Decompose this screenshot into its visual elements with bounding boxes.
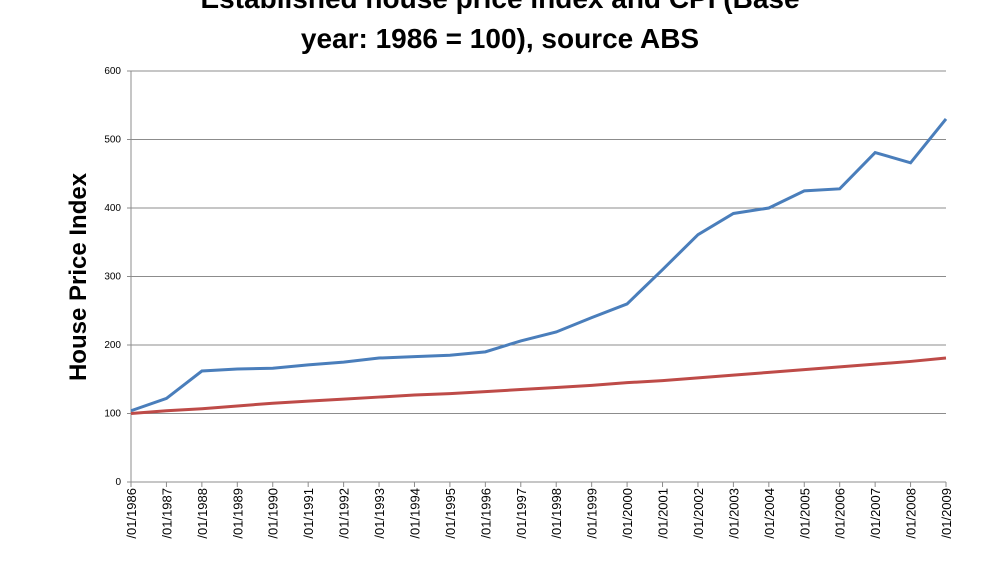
line-series [130,356,947,415]
y-tick-label: 400 [104,203,121,214]
x-tick-label: /01/1998 [549,488,564,539]
x-tick-label: /01/2006 [833,488,848,539]
chart-title: Established house price index and CPI (B… [200,0,799,14]
x-tick-label: /01/1989 [230,488,245,539]
y-axis-label: House Price Index [65,172,92,381]
y-tick-label: 200 [104,340,121,351]
x-tick-label: /01/1995 [443,488,458,539]
x-tick-label: /01/1987 [159,488,174,539]
y-tick-label: 300 [104,272,121,283]
y-tick-label: 0 [115,477,121,488]
x-tick-label: /01/1999 [585,488,600,539]
y-tick-label: 600 [104,66,121,77]
x-tick-label: /01/1992 [337,488,352,539]
x-tick-label: /01/1993 [372,488,387,539]
line-series [130,118,948,413]
x-tick-label: /01/2005 [797,488,812,539]
x-tick-label: /01/2003 [726,488,741,539]
x-tick-label: /01/2009 [939,488,954,539]
x-tick-label: /01/1994 [407,488,422,539]
x-tick-label: /01/1997 [514,488,529,539]
chart-title: year: 1986 = 100), source ABS [301,23,699,54]
x-tick-label: /01/1986 [124,488,139,539]
x-tick-label: /01/1990 [266,488,281,539]
y-tick-label: 100 [104,409,121,420]
x-tick-label: /01/2001 [656,488,671,539]
x-tick-label: /01/2007 [868,488,883,539]
x-tick-label: /01/2004 [762,488,777,539]
x-tick-label: /01/2002 [691,488,706,539]
x-tick-label: /01/1988 [195,488,210,539]
x-tick-label: /01/2000 [620,488,635,539]
y-tick-label: 500 [104,135,121,146]
x-tick-label: /01/1996 [478,488,493,539]
x-tick-label: /01/2008 [904,488,919,539]
x-tick-label: /01/1991 [301,488,316,539]
